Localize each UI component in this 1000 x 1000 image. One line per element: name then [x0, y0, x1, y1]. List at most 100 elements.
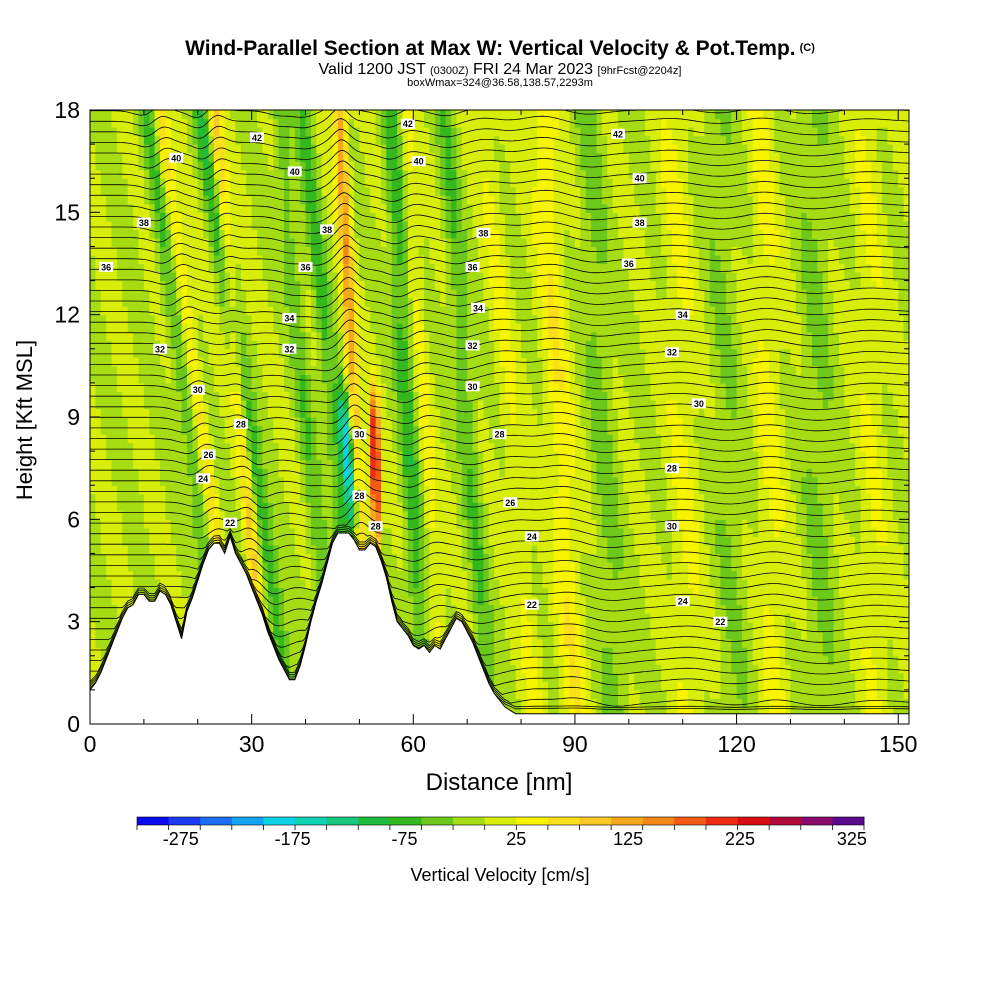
field-cell: [267, 417, 274, 503]
field-cell: [257, 365, 264, 427]
field-cell: [397, 323, 404, 401]
field-cell: [477, 544, 484, 606]
field-cell: [230, 408, 237, 478]
field-cell: [698, 135, 705, 290]
field-cell: [170, 254, 177, 273]
field-cell: [876, 289, 883, 469]
field-cell: [375, 536, 382, 546]
field-cell: [397, 169, 404, 265]
field-cell: [725, 638, 732, 724]
isentrope-label-bg: [352, 490, 367, 501]
colorbar-swatch: [516, 817, 549, 825]
isentrope-label-bg: [411, 156, 426, 167]
field-cell: [526, 110, 533, 273]
isentrope-line: [90, 528, 909, 552]
y-axis-label: Height [Kft MSL]: [12, 340, 37, 500]
field-cell: [246, 502, 253, 537]
field-cell: [795, 536, 802, 631]
isentrope-line: [90, 393, 909, 414]
field-cell: [300, 110, 307, 162]
isentrope-line: [90, 468, 909, 488]
field-cell: [267, 306, 274, 418]
field-cell: [688, 476, 695, 589]
field-cell: [224, 110, 231, 162]
field-cell: [224, 161, 231, 248]
isentrope-label-bg: [476, 227, 491, 238]
field-cell: [574, 613, 581, 665]
field-cell: [251, 536, 258, 555]
field-cell: [343, 417, 350, 427]
field-cell: [310, 110, 317, 145]
field-cell: [693, 596, 700, 724]
field-cell: [467, 468, 474, 520]
field-cell: [671, 263, 678, 401]
isentrope-label-bg: [169, 152, 184, 163]
field-cell: [774, 229, 781, 256]
isentrope-label: 36: [465, 261, 480, 272]
isentrope-line: [90, 118, 909, 139]
field-cell: [213, 272, 220, 307]
field-cell: [898, 186, 905, 316]
field-cell: [537, 297, 544, 358]
field-cell: [407, 357, 414, 393]
field-cell: [251, 502, 258, 520]
field-cell: [698, 110, 705, 137]
field-cell: [515, 323, 522, 700]
field-cell: [467, 561, 474, 614]
field-cell: [747, 110, 754, 120]
field-cell: [343, 144, 350, 171]
field-cell: [165, 118, 172, 154]
field-cell: [364, 186, 371, 307]
field-cell: [601, 263, 608, 393]
field-cell: [149, 178, 156, 205]
field-cell: [219, 212, 226, 230]
field-cell: [569, 110, 576, 145]
field-cell: [230, 306, 237, 333]
field-cell: [273, 544, 280, 589]
field-cell: [267, 118, 274, 171]
field-cell: [343, 399, 350, 410]
field-cell: [709, 110, 716, 239]
colorbar-swatch: [800, 817, 833, 825]
field-cell: [467, 110, 474, 205]
field-cell: [337, 399, 344, 444]
field-cell: [354, 527, 361, 546]
field-cell: [763, 348, 770, 486]
field-cell: [90, 621, 96, 724]
field-cell: [343, 391, 350, 401]
field-cell: [262, 604, 269, 623]
chart-title: Wind-Parallel Section at Max W: Vertical…: [185, 37, 815, 60]
field-cell: [375, 144, 382, 230]
field-cell: [337, 331, 344, 367]
field-cell: [747, 263, 754, 410]
field-cell: [903, 340, 909, 461]
field-cell: [343, 476, 350, 486]
field-cell: [741, 254, 748, 367]
isentrope-label: 42: [611, 128, 626, 139]
field-cell: [106, 110, 113, 222]
field-cell: [208, 220, 215, 248]
field-cell: [768, 382, 775, 520]
isentrope-line: [90, 149, 909, 171]
field-cell: [154, 152, 161, 171]
field-cell: [666, 579, 673, 724]
field-cell: [370, 493, 377, 503]
field-cell: [515, 698, 522, 724]
field-cell: [882, 382, 889, 435]
isentrope-label: 24: [675, 596, 690, 607]
isentrope-line: [90, 87, 909, 107]
field-cell: [763, 254, 770, 350]
colorbar-tick-label: -275: [163, 829, 199, 849]
field-cell: [165, 178, 172, 196]
field-cell: [833, 493, 840, 555]
field-cell: [203, 442, 210, 478]
field-cell: [822, 536, 829, 657]
field-cell: [186, 476, 193, 623]
field-cell: [138, 263, 145, 384]
field-cell: [262, 110, 269, 154]
field-cell: [828, 664, 835, 724]
field-cell: [407, 468, 414, 529]
field-cell: [612, 476, 619, 580]
field-cell: [332, 220, 339, 273]
